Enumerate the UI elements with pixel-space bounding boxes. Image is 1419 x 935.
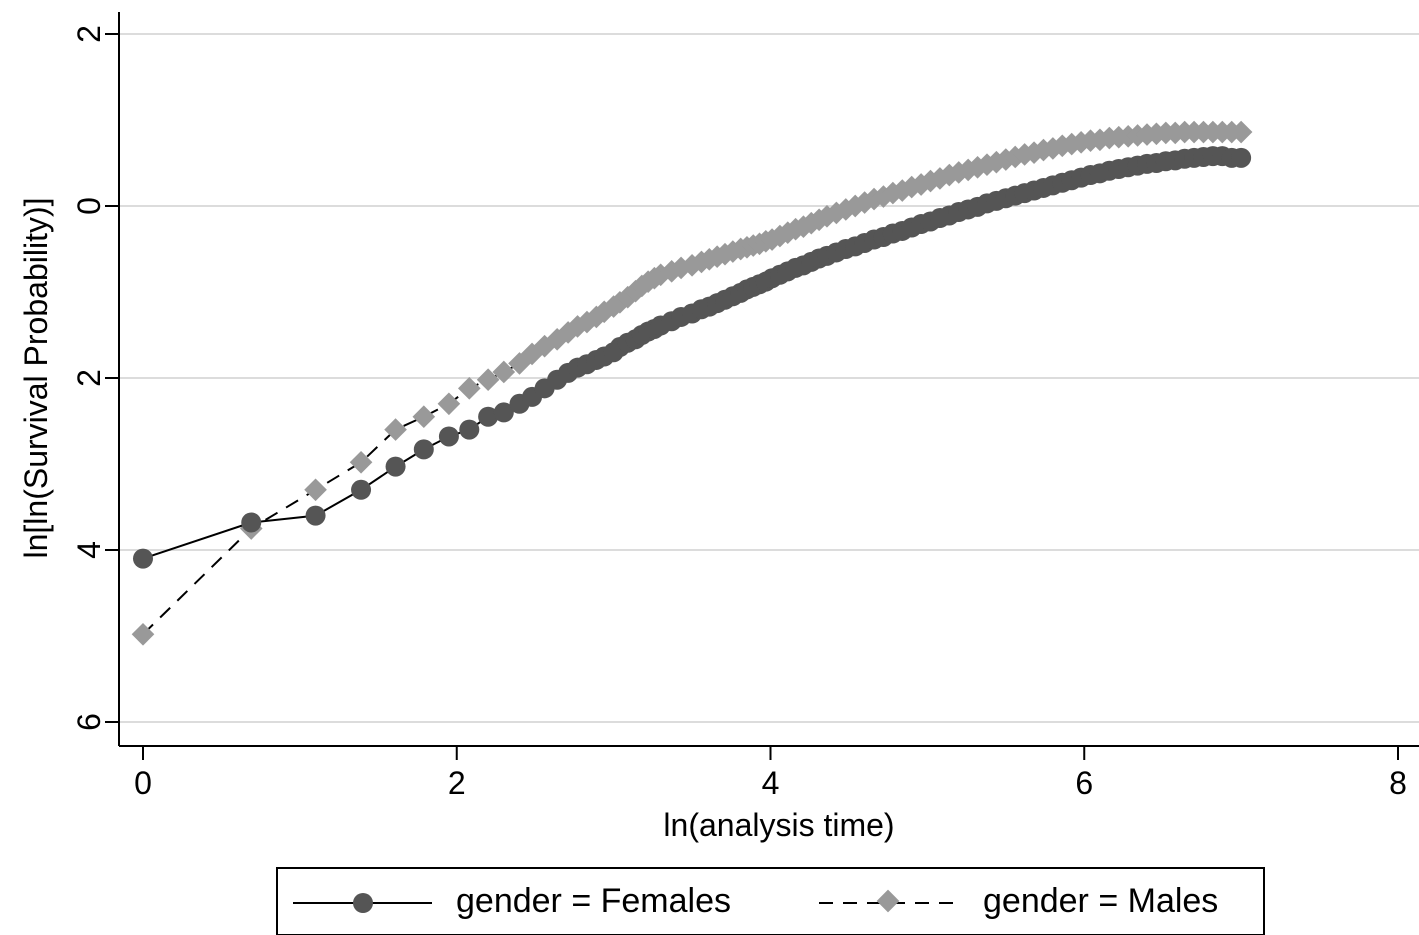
y-tick-label: 4 xyxy=(71,541,107,559)
data-point-females xyxy=(241,512,262,533)
x-axis-title: ln(analysis time) xyxy=(663,807,894,843)
legend: gender = Females gender = Males xyxy=(276,867,1265,935)
data-point-males xyxy=(412,405,436,429)
series-line-females xyxy=(142,155,1242,560)
data-point-females xyxy=(493,402,514,423)
legend-label-males: gender = Males xyxy=(983,882,1218,920)
legend-label-females: gender = Females xyxy=(456,882,731,920)
data-point-females xyxy=(438,426,459,447)
data-point-males xyxy=(476,368,500,392)
y-tick-label: 6 xyxy=(71,713,107,731)
series-line-males xyxy=(142,131,1242,636)
gridlines xyxy=(119,33,1419,723)
x-tick-label: 0 xyxy=(134,765,152,801)
legend-box xyxy=(276,867,1265,935)
x-tick-label: 6 xyxy=(1075,765,1093,801)
data-point-females xyxy=(478,406,499,427)
data-point-females xyxy=(413,439,434,460)
data-point-males xyxy=(457,377,481,400)
x-tick-label: 2 xyxy=(448,765,466,801)
data-point-females xyxy=(351,479,372,500)
data-point-males xyxy=(349,450,373,474)
data-point-males xyxy=(492,360,516,384)
data-point-males xyxy=(437,392,461,416)
y-tick-label: 0 xyxy=(71,197,107,215)
y-axis-title: ln[ln(Survival Probability)] xyxy=(18,197,54,558)
data-point-females xyxy=(459,419,480,440)
y-tick-label: 2 xyxy=(71,369,107,387)
x-ticks: 0 2 4 6 8 xyxy=(134,746,1407,801)
data-point-males xyxy=(384,418,407,441)
legend-males-marker xyxy=(876,889,900,913)
legend-females-marker xyxy=(353,893,373,913)
x-tick-label: 4 xyxy=(762,765,780,801)
plot-series xyxy=(131,120,1253,646)
data-point-females xyxy=(133,548,153,569)
data-point-females xyxy=(1231,147,1252,168)
x-tick-label: 8 xyxy=(1389,765,1407,801)
y-tick-label: 2 xyxy=(71,25,107,43)
data-point-females xyxy=(305,505,326,526)
y-ticks: 2 0 2 4 6 xyxy=(71,25,119,731)
data-point-males xyxy=(304,478,327,502)
data-point-females xyxy=(385,456,406,477)
